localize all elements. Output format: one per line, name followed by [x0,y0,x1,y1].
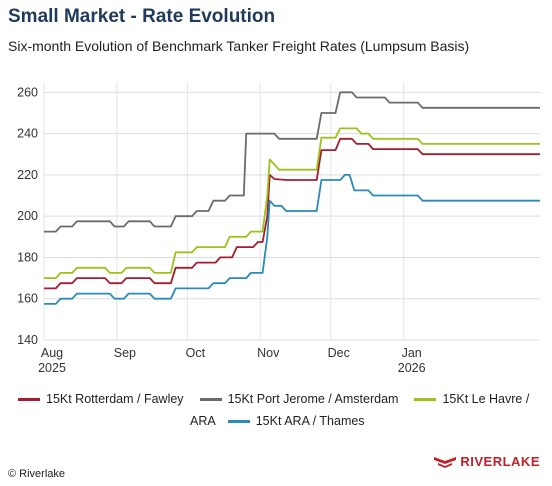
x-tick-label-dec: Dec [328,346,350,360]
legend-item-le-havre-ara: 15Kt Le Havre / [414,390,529,408]
legend-swatch-rotterdam-fawley [18,397,40,401]
legend-swatch-ara-thames [227,419,250,423]
series-line-15kt-le-havre-ara [44,127,540,279]
legend-label-port-jerome-amsterdam: 15Kt Port Jerome / Amsterdam [227,392,399,406]
riverlake-logo-icon [434,456,457,468]
y-tick-label-200: 200 [17,209,38,223]
legend-label-le-havre-ara: 15Kt Le Havre / [442,392,530,406]
riverlake-logo: RIVERLAKE [434,454,540,469]
legend-item-rotterdam-fawley: 15Kt Rotterdam / Fawley [18,388,184,410]
chart-subtitle: Six-month Evolution of Benchmark Tanker … [8,38,470,54]
legend-swatch-le-havre-ara [414,397,437,401]
x-tick-label-jan: Jan [402,346,422,360]
gridlines [43,82,540,341]
legend-label-ara-thames: 15Kt ARA / Thames [255,414,365,428]
legend-row-2: ARA 15Kt ARA / Thames [18,410,544,432]
series-line-15kt-port-jerome-amsterdam [44,91,540,233]
series-line-15kt-rotterdam-fawley [44,137,540,290]
legend-row-1: 15Kt Rotterdam / Fawley 15Kt Port Jerome… [18,388,544,410]
x-tick-label-sep: Sep [114,346,136,360]
y-tick-label-160: 160 [17,292,38,306]
x-tick-sublabel-2025: 2025 [38,361,66,375]
y-axis-ticks: 140 160 180 200 220 240 260 [17,85,38,347]
legend-label-rotterdam-fawley: 15Kt Rotterdam / Fawley [46,392,184,406]
x-tick-label-aug: Aug [41,346,63,360]
chart-legend: 15Kt Rotterdam / Fawley 15Kt Port Jerome… [18,388,544,432]
legend-swatch-port-jerome-amsterdam [199,397,222,401]
riverlake-logo-text: RIVERLAKE [460,454,540,469]
y-tick-label-140: 140 [17,333,38,347]
series-line-15kt-ara-thames [44,174,540,305]
y-tick-label-260: 260 [17,85,38,99]
chart-title: Small Market - Rate Evolution [8,6,276,27]
y-tick-label-180: 180 [17,250,38,264]
series-lines [44,91,540,305]
y-tick-label-220: 220 [17,168,38,182]
y-tick-label-240: 240 [17,127,38,141]
x-tick-label-nov: Nov [257,346,280,360]
legend-label-le-havre-ara-cont: ARA [190,414,216,428]
legend-item-port-jerome-amsterdam: 15Kt Port Jerome / Amsterdam [199,388,399,410]
copyright-text: © Riverlake [8,468,66,480]
x-tick-sublabel-2026: 2026 [398,361,426,375]
x-tick-label-oct: Oct [186,346,206,360]
legend-item-ara-thames: 15Kt ARA / Thames [227,410,365,432]
